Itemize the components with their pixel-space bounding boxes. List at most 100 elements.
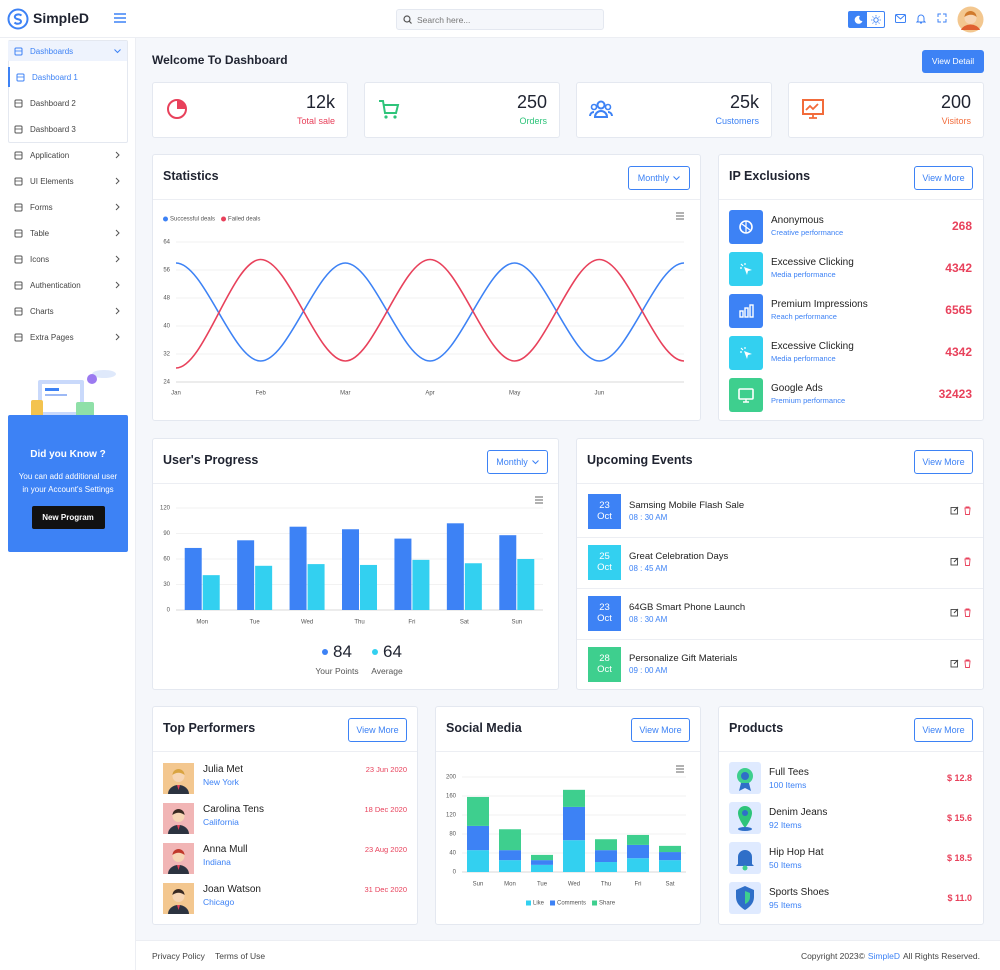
- product-icon: [729, 882, 761, 914]
- edit-icon[interactable]: [950, 608, 959, 617]
- product-count: 100 Items: [769, 780, 807, 790]
- summary-label: Average: [371, 666, 403, 676]
- hamburger: [114, 13, 126, 23]
- edit-icon[interactable]: [950, 659, 959, 668]
- ip-name: Premium Impressions: [771, 299, 868, 310]
- ip-name: Google Ads: [771, 383, 823, 394]
- submenu-item[interactable]: Dashboard 1: [8, 67, 127, 87]
- summary-value: 84: [333, 642, 352, 661]
- menu-item[interactable]: Forms: [8, 197, 127, 217]
- stat-value: 12k: [305, 92, 335, 112]
- topbar: SimpleD Search here...: [0, 0, 1000, 38]
- event-month: Oct: [597, 613, 612, 624]
- menu-item[interactable]: Application: [8, 145, 127, 165]
- card-title: IP Exclusions: [729, 169, 811, 183]
- menu-item[interactable]: Icons: [8, 249, 127, 269]
- card-button[interactable]: View More: [914, 450, 973, 474]
- menu-item[interactable]: UI Elements: [8, 171, 127, 191]
- menu-item[interactable]: Extra Pages: [8, 327, 127, 347]
- delete-icon[interactable]: [963, 659, 972, 668]
- card-divider: [719, 199, 983, 200]
- summary-item: 64 Average: [355, 642, 419, 676]
- card-title: Social Media: [446, 721, 522, 735]
- menu-icon: [14, 203, 23, 211]
- ip-icon: [729, 294, 763, 328]
- copyright: Copyright 2023© SimpleD All Rights Reser…: [801, 951, 980, 961]
- card-button[interactable]: Monthly: [487, 450, 548, 474]
- delete-icon[interactable]: [963, 557, 972, 566]
- copyright-brand[interactable]: SimpleD: [867, 951, 900, 961]
- icon-shape: [115, 281, 120, 289]
- icon-shape: [744, 267, 752, 275]
- menu-icon: [14, 255, 23, 263]
- ip-value: 4342: [945, 345, 972, 359]
- chevron: [114, 49, 121, 54]
- card-title: Upcoming Events: [587, 453, 693, 467]
- product-name: Denim Jeans: [769, 807, 828, 818]
- icon-shape: [742, 865, 748, 871]
- menu-item[interactable]: Dashboards: [8, 41, 127, 61]
- edit-icon[interactable]: [950, 506, 959, 515]
- footer-link[interactable]: Terms of Use: [215, 951, 266, 961]
- menu-item[interactable]: Charts: [8, 301, 127, 321]
- menu-item[interactable]: Table: [8, 223, 127, 243]
- edit-icon[interactable]: [950, 557, 959, 566]
- mail-icon[interactable]: [895, 14, 906, 23]
- light-mode[interactable]: [867, 12, 884, 27]
- footer-link[interactable]: Privacy Policy: [152, 951, 205, 961]
- footer: Privacy Policy Terms of Use Copyright 20…: [136, 940, 1000, 970]
- performer-avatar: [163, 763, 194, 794]
- statistics-card: Statistics Monthly: [152, 154, 701, 421]
- menu-toggle[interactable]: [113, 12, 127, 24]
- product-count: 50 Items: [769, 860, 802, 870]
- icon-shape: [172, 769, 185, 775]
- event-month: Oct: [597, 511, 612, 522]
- icon-shape: [177, 865, 180, 870]
- chevron: [115, 307, 120, 315]
- ip-sub: Media performance: [771, 270, 836, 279]
- menu-icon: [14, 281, 23, 289]
- card-button[interactable]: View More: [914, 166, 973, 190]
- product-price: $ 15.6: [946, 813, 972, 823]
- search-icon: [403, 15, 412, 24]
- card-button[interactable]: View More: [914, 718, 973, 742]
- card-button[interactable]: View More: [348, 718, 407, 742]
- menu-label: Application: [30, 150, 70, 160]
- submenu-item[interactable]: Dashboard 3: [8, 119, 127, 139]
- card-title: Statistics: [163, 169, 219, 183]
- icon-shape: [14, 307, 23, 315]
- submenu-item[interactable]: Dashboard 2: [8, 93, 127, 113]
- icon-shape: [14, 151, 23, 159]
- ip-sub: Reach performance: [771, 312, 837, 321]
- icon-shape: [14, 47, 23, 55]
- submenu-icon: [16, 73, 25, 81]
- view-detail-button[interactable]: View Detail: [922, 50, 984, 73]
- menu-item[interactable]: Authentication: [8, 275, 127, 295]
- row-divider: [577, 588, 983, 589]
- card-divider: [719, 751, 983, 752]
- card-button[interactable]: Monthly: [628, 166, 690, 190]
- delete-icon[interactable]: [963, 506, 972, 515]
- ip-card: IP Exclusions View More Anonymous Creative …: [718, 154, 984, 421]
- fullscreen-icon[interactable]: [937, 13, 947, 23]
- search-box[interactable]: Search here...: [396, 9, 604, 30]
- menu-icon: [14, 177, 23, 185]
- theme-toggle[interactable]: [848, 11, 885, 28]
- event-month: Oct: [597, 562, 612, 573]
- icon-shape: [802, 99, 824, 115]
- event-day: 25: [599, 551, 610, 562]
- sun: [870, 14, 881, 25]
- stat-card: 12k Total sale: [152, 82, 348, 138]
- delete-icon[interactable]: [963, 608, 972, 617]
- ip-name: Excessive Clicking: [771, 341, 854, 352]
- user-avatar[interactable]: [957, 6, 984, 33]
- promo-button[interactable]: New Program: [31, 506, 105, 529]
- card-button[interactable]: View More: [631, 718, 690, 742]
- dark-mode[interactable]: [849, 12, 867, 27]
- chevron: [115, 203, 120, 211]
- stat-icon: [802, 99, 824, 119]
- icon-shape: [115, 255, 120, 263]
- bell-icon[interactable]: [916, 13, 926, 24]
- ip-sub: Creative performance: [771, 228, 844, 237]
